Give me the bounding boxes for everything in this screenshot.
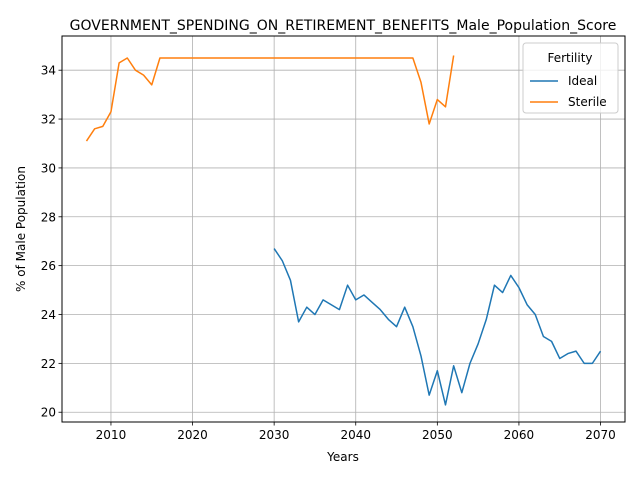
y-tick-label: 24 [41, 308, 56, 322]
y-tick-label: 34 [41, 64, 56, 78]
x-axis-label: Years [326, 450, 359, 464]
y-tick-label: 22 [41, 357, 56, 371]
x-tick-label: 2060 [504, 428, 535, 442]
x-tick-label: 2040 [340, 428, 371, 442]
chart-title: GOVERNMENT_SPENDING_ON_RETIREMENT_BENEFI… [70, 18, 617, 34]
y-axis-label: % of Male Population [14, 166, 28, 292]
legend-label-sterile: Sterile [568, 95, 607, 109]
x-tick-label: 2010 [96, 428, 127, 442]
legend-label-ideal: Ideal [568, 74, 597, 88]
legend: Fertility Ideal Sterile [523, 43, 618, 113]
x-tick-label: 2070 [585, 428, 616, 442]
y-tick-label: 32 [41, 113, 56, 127]
x-tick-label: 2030 [259, 428, 290, 442]
x-tick-label: 2050 [422, 428, 453, 442]
y-tick-label: 30 [41, 161, 56, 175]
x-tick-label: 2020 [177, 428, 208, 442]
y-tick-label: 28 [41, 210, 56, 224]
y-tick-label: 26 [41, 259, 56, 273]
legend-title: Fertility [547, 51, 592, 65]
y-tick-label: 20 [41, 406, 56, 420]
